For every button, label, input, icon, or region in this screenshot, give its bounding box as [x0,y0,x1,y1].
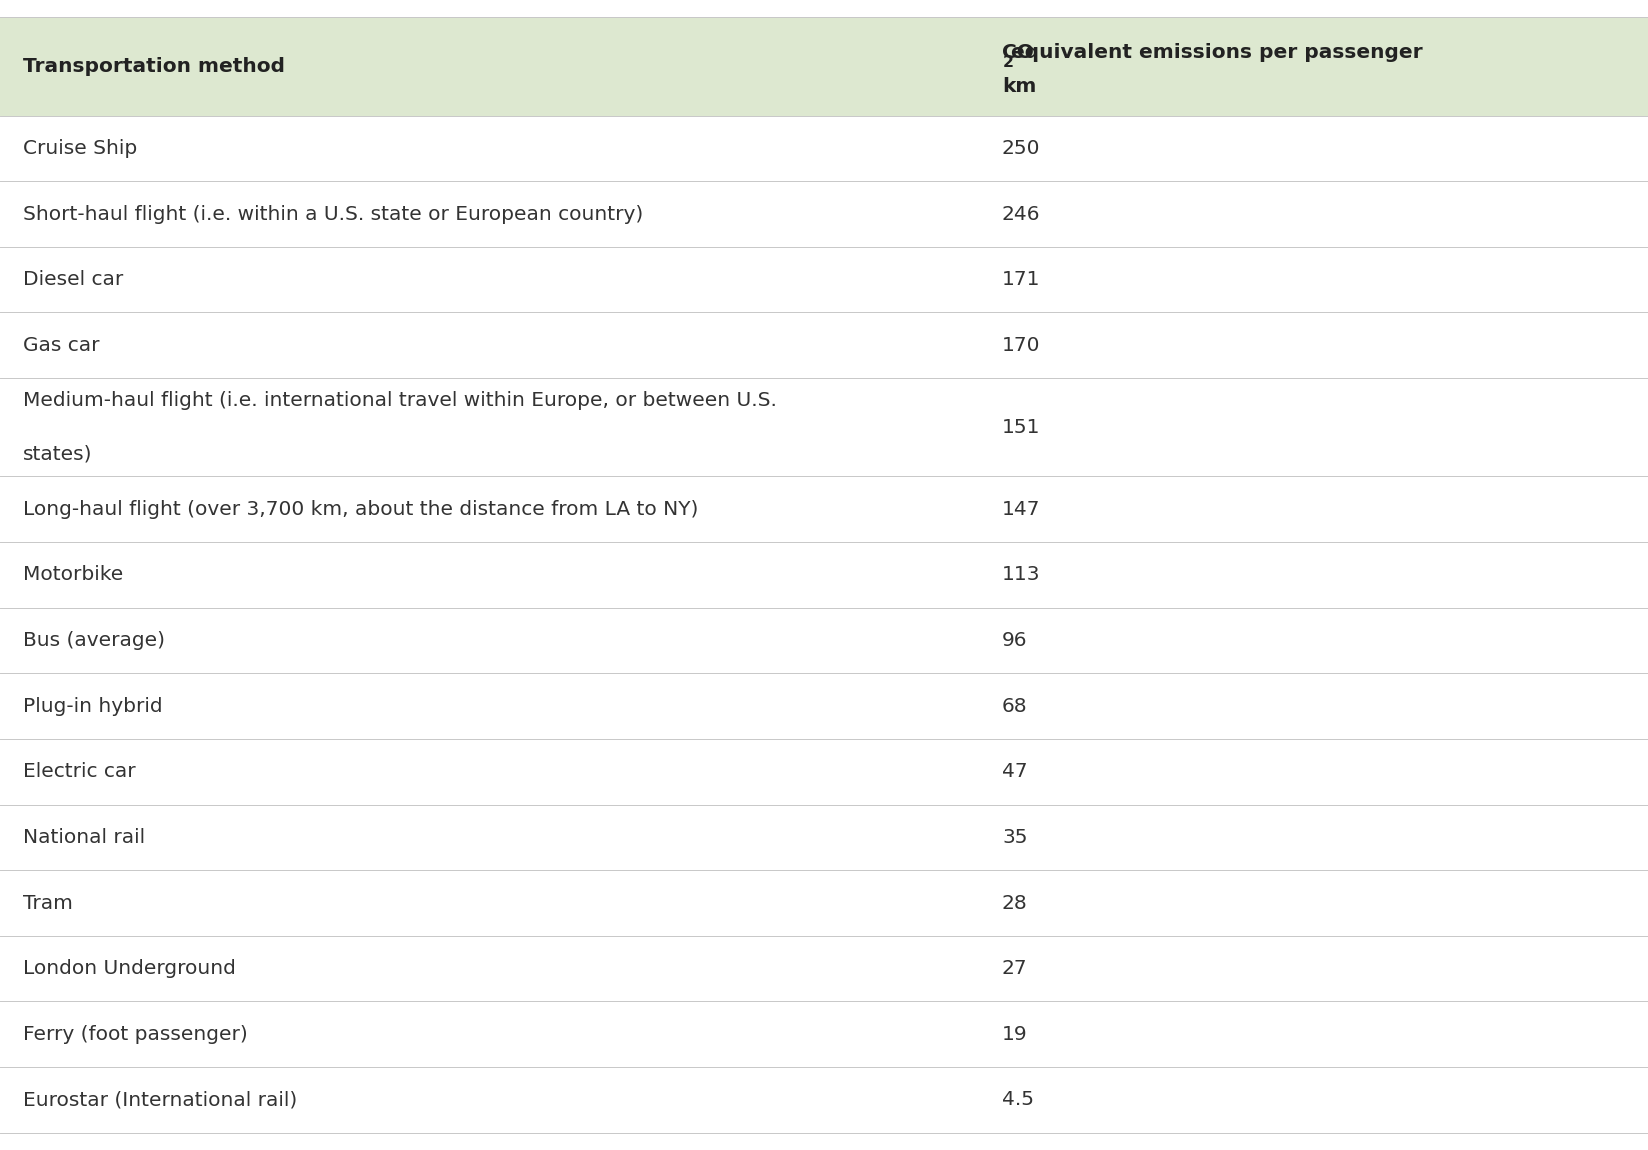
Bar [0,116,1648,182]
Text: 35: 35 [1002,828,1027,846]
Text: Plug-in hybrid: Plug-in hybrid [23,697,163,715]
Bar [0,805,1648,871]
Text: Diesel car: Diesel car [23,270,124,289]
Text: Electric car: Electric car [23,762,135,781]
Text: states): states) [23,444,92,463]
Text: Medium-haul flight (i.e. international travel within Europe, or between U.S.: Medium-haul flight (i.e. international t… [23,391,776,411]
Text: National rail: National rail [23,828,145,846]
Text: equivalent emissions per passenger: equivalent emissions per passenger [1004,44,1422,62]
Bar [0,542,1648,607]
Text: 250: 250 [1002,139,1040,158]
Text: 171: 171 [1002,270,1040,289]
Text: Ferry (foot passenger): Ferry (foot passenger) [23,1025,247,1044]
Text: 27: 27 [1002,959,1028,979]
Text: CO: CO [1002,44,1033,62]
Text: Transportation method: Transportation method [23,58,285,76]
Text: Motorbike: Motorbike [23,566,124,584]
Text: 246: 246 [1002,205,1040,223]
Bar [0,17,1648,116]
Text: Long-haul flight (over 3,700 km, about the distance from LA to NY): Long-haul flight (over 3,700 km, about t… [23,500,699,519]
Text: 28: 28 [1002,894,1028,913]
Bar [0,476,1648,542]
Text: Tram: Tram [23,894,73,913]
Text: London Underground: London Underground [23,959,236,979]
Bar [0,739,1648,805]
Text: 96: 96 [1002,631,1027,650]
Bar [0,1002,1648,1067]
Text: 147: 147 [1002,500,1040,519]
Bar [0,378,1648,476]
Bar [0,182,1648,247]
Bar [0,1067,1648,1133]
Text: 113: 113 [1002,566,1040,584]
Bar [0,871,1648,936]
Text: 170: 170 [1002,336,1040,355]
Text: 2: 2 [1004,54,1014,69]
Bar [0,674,1648,739]
Text: km: km [1002,77,1037,95]
Text: Bus (average): Bus (average) [23,631,165,650]
Bar [0,313,1648,378]
Text: 68: 68 [1002,697,1028,715]
Text: 4.5: 4.5 [1002,1090,1033,1110]
Bar [0,247,1648,313]
Bar [0,607,1648,674]
Text: Eurostar (International rail): Eurostar (International rail) [23,1090,297,1110]
Bar [0,936,1648,1002]
Text: Gas car: Gas car [23,336,99,355]
Text: 151: 151 [1002,417,1040,437]
Text: 47: 47 [1002,762,1028,781]
Text: Cruise Ship: Cruise Ship [23,139,137,158]
Text: 19: 19 [1002,1025,1028,1044]
Text: Short-haul flight (i.e. within a U.S. state or European country): Short-haul flight (i.e. within a U.S. st… [23,205,643,223]
